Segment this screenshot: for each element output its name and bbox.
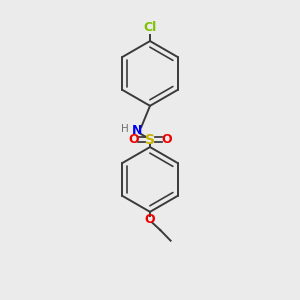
Text: O: O bbox=[161, 133, 172, 146]
Text: O: O bbox=[128, 133, 139, 146]
Text: O: O bbox=[145, 213, 155, 226]
Text: S: S bbox=[145, 133, 155, 147]
Text: N: N bbox=[132, 124, 142, 137]
Text: Cl: Cl bbox=[143, 21, 157, 34]
Text: H: H bbox=[121, 124, 129, 134]
